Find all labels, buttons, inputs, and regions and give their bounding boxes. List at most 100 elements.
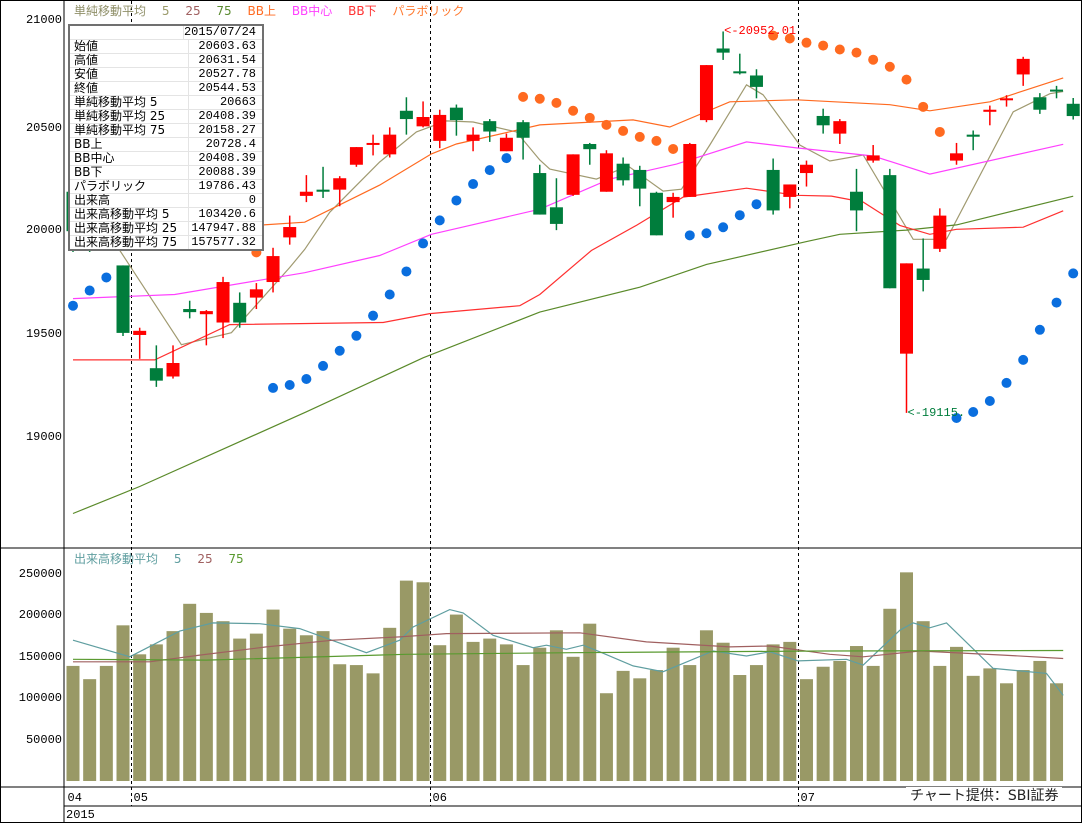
sar-dot: [918, 101, 929, 112]
candlestick: [466, 127, 480, 152]
candle-body: [1066, 103, 1080, 117]
legend-vma-label: 出来高移動平均: [74, 552, 159, 566]
infobox-label: 出来高: [70, 194, 189, 207]
candle-body: [566, 154, 580, 195]
volume-bar: [633, 678, 647, 781]
volume-bar: [166, 631, 180, 781]
candle-body: [683, 143, 697, 197]
infobox-label: BB中心: [70, 152, 189, 165]
infobox-value: 20088.39: [198, 165, 256, 179]
low-price-annotation: <-19115.: [907, 405, 966, 420]
candle-body: [599, 153, 613, 192]
volume-bar: [666, 647, 680, 781]
volume-bar: [749, 665, 763, 781]
month-tick-label: 06: [432, 791, 447, 805]
volume-bar: [733, 675, 747, 781]
volume-bar: [799, 679, 813, 781]
legend-sma75: 75: [216, 4, 232, 18]
infobox-label: BB上: [70, 138, 189, 151]
candlestick: [549, 178, 563, 231]
chart-credit: チャート提供：SBI証券: [906, 787, 1063, 805]
infobox-value: 20663: [219, 95, 256, 109]
candle-body: [983, 109, 997, 112]
sar-dot: [468, 179, 479, 190]
infobox-label: 単純移動平均 25: [70, 110, 189, 123]
price-tick-label: 19500: [25, 327, 62, 341]
candlestick: [499, 133, 513, 152]
candlestick: [133, 327, 147, 359]
infobox-label: 高値: [70, 54, 189, 67]
candlestick: [349, 147, 363, 167]
candlestick: [849, 168, 863, 232]
infobox-label: 出来高移動平均 25: [70, 222, 189, 235]
volume-line-vma5: [72, 608, 1064, 696]
infobox-value: 20728.4: [205, 137, 256, 151]
candle-body: [333, 178, 347, 190]
sar-dot: [601, 119, 612, 130]
high-price-annotation: <-20952.01: [724, 24, 797, 39]
infobox-value: 103420.6: [198, 207, 256, 221]
candle-body: [616, 163, 630, 181]
candlestick: [266, 247, 280, 293]
volume-bar: [599, 693, 613, 781]
candlestick: [916, 238, 930, 292]
candle-body: [299, 191, 313, 196]
volume-bar: [583, 623, 597, 781]
sar-dot: [618, 125, 629, 136]
candlestick: [649, 191, 663, 236]
volume-bar: [99, 665, 113, 781]
candlestick: [1033, 93, 1047, 114]
sar-dot: [301, 373, 312, 384]
candlestick: [950, 142, 964, 165]
candlestick: [716, 31, 730, 60]
sar-dot: [368, 310, 379, 321]
volume-bar: [83, 679, 97, 781]
candle-body: [149, 368, 163, 381]
volume-bar: [933, 665, 947, 781]
volume-bar: [816, 666, 830, 781]
candlestick: [1050, 85, 1064, 99]
indicator-line-sma75: [72, 195, 1074, 515]
volume-tick-label: 150000: [18, 650, 62, 664]
month-tick-label: 07: [800, 791, 815, 805]
candlestick: [533, 164, 547, 215]
volume-bar: [149, 644, 163, 781]
volume-bar: [233, 638, 247, 781]
candlestick: [683, 142, 697, 197]
legend-bb-upper: BB上: [247, 4, 276, 18]
infobox-row: 終値 20544.53: [70, 82, 262, 96]
infobox-label: 始値: [70, 40, 189, 53]
volume-bar: [199, 612, 213, 781]
legend-bb-lower: BB下: [348, 4, 377, 18]
candle-body: [466, 134, 480, 141]
candle-body: [666, 196, 680, 203]
sar-dot: [1001, 377, 1012, 388]
sar-dot: [334, 345, 345, 356]
month-tick-label: 04: [67, 791, 82, 805]
volume-bar: [349, 665, 363, 781]
candle-body: [1016, 58, 1030, 75]
sar-dot: [351, 330, 362, 341]
sar-dot: [884, 61, 895, 72]
candlestick: [666, 192, 680, 218]
sar-dot: [684, 230, 695, 241]
legend-vma75: 75: [228, 552, 244, 566]
candle-body: [733, 71, 747, 74]
candlestick: [983, 105, 997, 126]
volume-bar: [783, 641, 797, 781]
candlestick: [283, 215, 297, 245]
candle-body: [316, 189, 330, 192]
volume-bar: [950, 646, 964, 781]
candle-body: [699, 65, 713, 121]
candlestick: [516, 120, 530, 160]
candle-body: [1033, 97, 1047, 110]
volume-bar: [649, 670, 663, 781]
sar-dot: [751, 199, 762, 210]
sar-dot: [551, 97, 562, 108]
candlestick: [566, 154, 580, 196]
sar-dot: [568, 105, 579, 116]
candle-body: [766, 169, 780, 211]
candle-body: [133, 330, 147, 335]
sar-dot: [584, 112, 595, 123]
year-label: 2015: [66, 808, 95, 822]
